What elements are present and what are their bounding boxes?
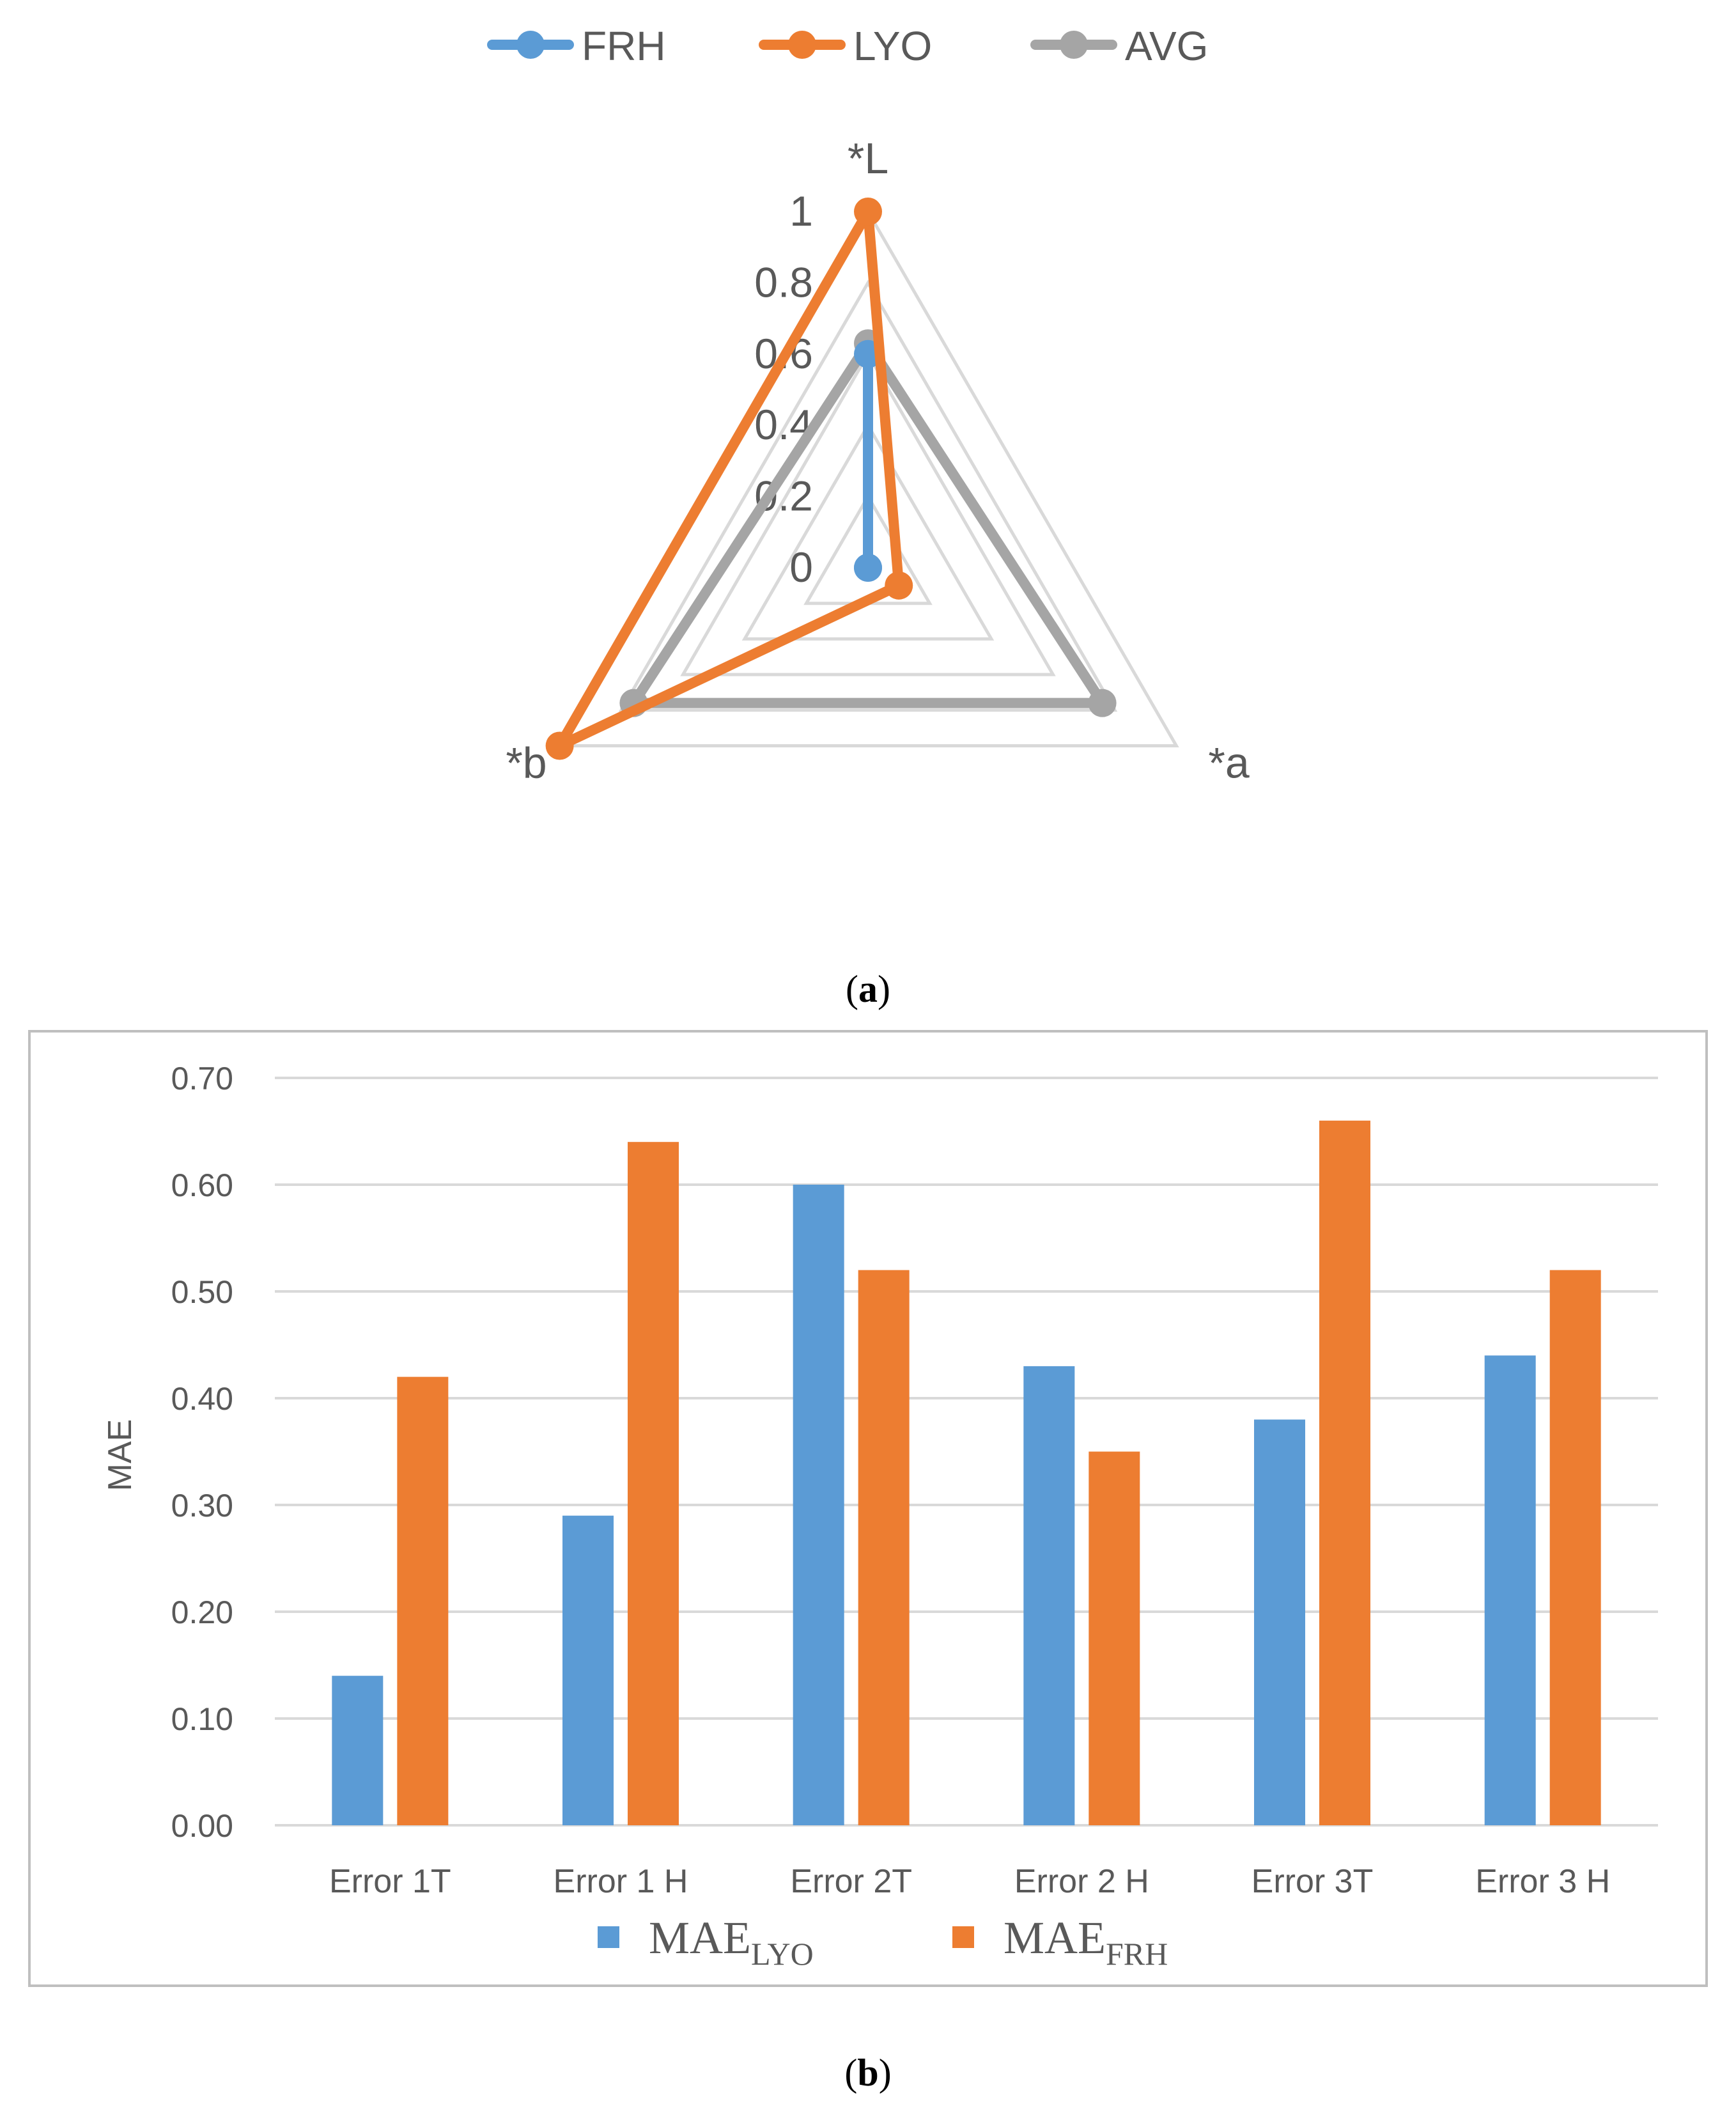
radar-point-lyo-2 [545,731,574,760]
bar-legend-label-main: MAE [649,1912,751,1963]
radar-point-avg-1 [1088,689,1117,717]
bar-lyo-5 [1484,1355,1536,1825]
panel-label-a: (a) [846,968,890,1010]
bar-gridlines [275,1077,1658,1827]
radar-axis-label-0: *L [848,134,888,183]
bar-lyo-1 [562,1515,614,1825]
legend-label-lyo: LYO [853,23,932,69]
legend-marker-lyo [788,31,816,59]
bar-lyo-0 [332,1676,384,1825]
bar-y-tick-label: 0.50 [171,1274,233,1310]
bar-frh-5 [1549,1270,1601,1825]
legend-marker-avg [1060,31,1088,59]
bar-legend-label-sub: FRH [1106,1936,1168,1972]
radar-point-lyo-0 [854,198,882,226]
radar-grid-ring-0.8 [618,279,1118,712]
bar-bars [332,1120,1601,1825]
bar-chart: 0.00 0.10 0.20 0.30 0.40 0.50 0.60 0.70 Error 1… [102,1061,1658,1972]
bar-frh-3 [1089,1451,1140,1825]
bar-y-tick-label: 0.70 [171,1061,233,1096]
bar-legend-label-lyo: MAELYO [649,1912,814,1972]
radar-scale-ticks: 00.20.40.60.81 [754,187,813,591]
bar-y-tick-labels: 0.00 0.10 0.20 0.30 0.40 0.50 0.60 0.70 [171,1061,233,1844]
panel-label-a-close: ) [878,968,890,1010]
radar-tick-label: 1 [789,187,813,235]
radar-tick-label: 0 [789,543,813,591]
bar-x-tick-label: Error 3T [1252,1863,1374,1900]
bar-x-tick-label: Error 1T [329,1863,451,1900]
radar-grid-ring-0.6 [680,350,1056,676]
bar-frh-4 [1319,1120,1370,1825]
bar-y-tick-label: 0.40 [171,1381,233,1417]
radar-series-avg [628,338,1108,708]
bar-legend-label-frh: MAEFRH [1004,1912,1168,1972]
panel-label-a-open: ( [846,968,858,1010]
bar-x-tick-label: Error 1 H [554,1863,688,1900]
bar-lyo-3 [1023,1366,1075,1825]
panel-label-a-letter: a [858,968,878,1010]
bar-y-tick-label: 0.30 [171,1488,233,1524]
panel-label-b: (b) [844,2052,891,2094]
bar-x-tick-label: Error 2T [790,1863,912,1900]
radar-axis-label-1: *a [1208,739,1249,788]
radar-axis-labels: *L *a *b [506,134,1249,788]
legend-label-avg: AVG [1125,23,1208,69]
radar-series [545,198,1117,760]
bar-lyo-2 [793,1185,844,1825]
bar-y-tick-label: 0.20 [171,1594,233,1630]
radar-point-lyo-1 [885,571,913,600]
bar-x-tick-labels: Error 1T Error 1 H Error 2T Error 2 H Error … [329,1863,1610,1900]
bar-frh-0 [397,1376,449,1825]
bar-legend-swatch-lyo [598,1926,619,1948]
bar-lyo-4 [1254,1419,1305,1825]
radar-series-lyo [554,207,904,751]
bar-legend-label-sub: LYO [751,1936,814,1972]
radar-chart: FRH LYO AVG 00.20.40.60.81 *L*a*b [487,23,1250,788]
radar-point-frh-2 [854,554,882,582]
radar-tick-label: 0.8 [754,258,813,306]
bar-legend-swatch-frh [952,1926,974,1948]
bar-y-tick-label: 0.00 [171,1808,233,1844]
bar-y-axis-label: MAE [102,1419,139,1492]
legend-label-frh: FRH [582,23,666,69]
panel-label-b-open: ( [844,2052,857,2094]
panel-label-b-close: ) [879,2052,892,2094]
bar-frh-2 [858,1270,910,1825]
bar-y-tick-label: 0.60 [171,1167,233,1203]
legend-marker-frh [516,31,545,59]
bar-legend: MAELYO MAEFRH [598,1912,1168,1972]
bar-x-tick-label: Error 2 H [1014,1863,1149,1900]
panel-label-b-letter: b [857,2052,878,2094]
bar-frh-1 [628,1142,679,1825]
radar-grid-ring-0.4 [741,422,995,641]
bar-x-tick-label: Error 3 H [1475,1863,1610,1900]
radar-axis-label-2: *b [506,739,546,788]
bar-legend-label-main: MAE [1004,1912,1106,1963]
bar-y-tick-label: 0.10 [171,1701,233,1737]
radar-legend: FRH LYO AVG [487,23,1208,69]
